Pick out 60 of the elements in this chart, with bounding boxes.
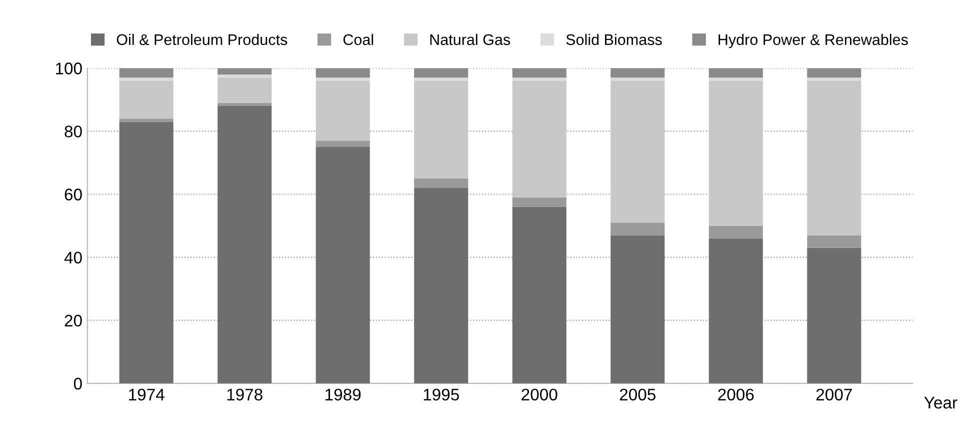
- bar: [119, 122, 174, 384]
- legend-label: Solid Biomass: [566, 34, 662, 46]
- y-tick-label: 40: [64, 252, 82, 264]
- bar: [512, 206, 566, 384]
- bar: [512, 78, 566, 81]
- bar: [512, 197, 566, 207]
- legend-label: Coal: [343, 34, 374, 46]
- bar: [316, 80, 370, 141]
- bar: [414, 80, 468, 178]
- bar: [610, 235, 665, 384]
- legend-label: Hydro Power & Renewables: [718, 34, 908, 48]
- x-tick-label: 2005: [620, 388, 656, 401]
- y-tick-label: 60: [64, 188, 82, 200]
- y-tick-label: 80: [64, 126, 82, 138]
- bar: [414, 178, 468, 188]
- legend-label: Oil & Petroleum Products: [116, 34, 288, 46]
- bar: [316, 140, 370, 147]
- x-tick-label: 2007: [816, 388, 852, 401]
- bar: [807, 248, 862, 384]
- bar: [610, 68, 665, 78]
- bar: [316, 68, 370, 78]
- y-tick-label: 100: [56, 62, 82, 74]
- bar: [218, 74, 272, 78]
- bar: [807, 68, 862, 78]
- bar: [807, 80, 862, 236]
- bar: [414, 68, 468, 78]
- x-tick-label: 2006: [718, 388, 754, 401]
- bar: [218, 78, 272, 103]
- bar: [512, 68, 566, 78]
- bar: [708, 78, 763, 81]
- bar: [218, 106, 272, 384]
- x-tick-label: 1995: [424, 388, 459, 401]
- bar: [119, 80, 174, 119]
- bar: [414, 78, 468, 81]
- bar: [708, 238, 763, 384]
- x-axis-title: Year: [924, 396, 958, 409]
- bar: [218, 102, 272, 106]
- bar: [316, 78, 370, 81]
- x-tick-label: 1989: [326, 388, 361, 401]
- bar: [414, 188, 468, 384]
- bar: [610, 222, 665, 236]
- y-tick-label: 20: [64, 314, 82, 327]
- bar: [218, 68, 272, 74]
- bar: [708, 68, 763, 78]
- x-tick-label: 2000: [522, 388, 558, 401]
- bar: [708, 226, 763, 238]
- bar: [807, 235, 862, 248]
- x-tick-label: 1978: [227, 388, 262, 401]
- legend-label: Natural Gas: [430, 34, 510, 46]
- bar: [512, 80, 566, 198]
- bar: [708, 80, 763, 226]
- bar: [807, 78, 862, 81]
- x-tick-label: 1974: [129, 388, 164, 401]
- bar: [610, 80, 665, 223]
- bar: [119, 68, 174, 78]
- bar: [119, 118, 174, 122]
- y-tick-label: 0: [74, 378, 82, 390]
- bar: [119, 78, 174, 81]
- bar: [610, 78, 665, 81]
- bar: [316, 146, 370, 384]
